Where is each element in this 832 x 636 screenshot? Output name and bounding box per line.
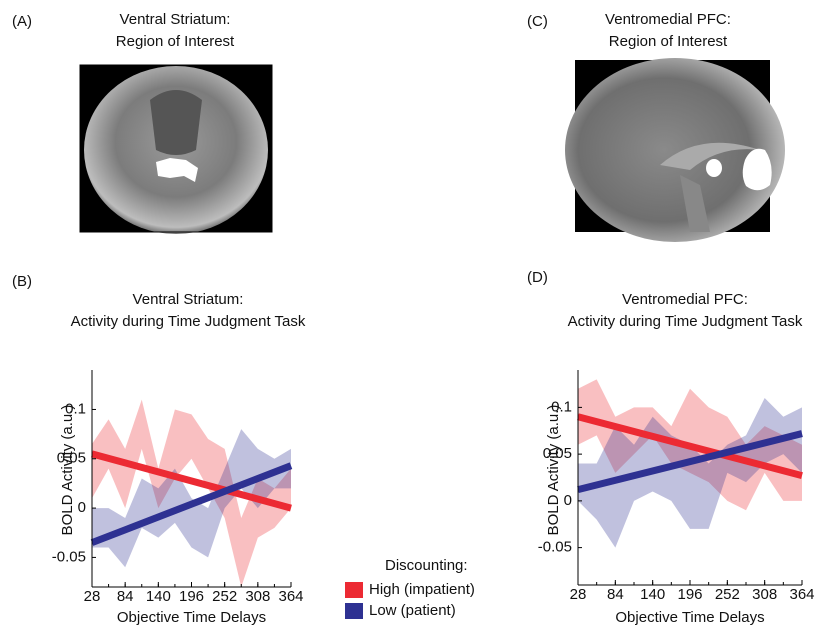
figure: (A) Ventral Striatum: Region of Interest… [0, 0, 832, 631]
y-axis-label: BOLD Activity (a.u.) [545, 405, 562, 536]
x-tick-label: 252 [715, 586, 740, 603]
y-tick-label: -0.05 [52, 548, 86, 565]
legend-label: Low (patient) [369, 602, 456, 619]
panel-label: (C) [527, 13, 548, 30]
legend-title: Discounting: [385, 557, 468, 574]
y-axis-label: BOLD Activity (a.u.) [59, 405, 76, 536]
legend-swatch [345, 582, 363, 598]
y-tick-label: 0 [78, 499, 86, 516]
x-tick-label: 28 [570, 586, 587, 603]
chart-title: Activity during Time Judgment Task [568, 313, 803, 330]
x-tick-label: 28 [84, 588, 101, 605]
x-tick-label: 308 [245, 588, 270, 605]
panel-title: Ventral Striatum: [120, 11, 231, 28]
x-tick-label: 196 [677, 586, 702, 603]
brain-image [80, 65, 272, 234]
x-tick-label: 196 [179, 588, 204, 605]
y-tick-label: 0 [564, 492, 572, 509]
panel-title: Region of Interest [609, 33, 728, 50]
x-tick-label: 308 [752, 586, 777, 603]
panel-label: (A) [12, 13, 32, 30]
x-tick-label: 252 [212, 588, 237, 605]
x-axis-label: Objective Time Delays [615, 609, 764, 626]
x-tick-label: 84 [117, 588, 134, 605]
panel-label: (D) [527, 269, 548, 286]
legend-swatch [345, 603, 363, 619]
panel-label: (B) [12, 273, 32, 290]
legend-label: High (impatient) [369, 581, 475, 598]
brain-image [565, 58, 785, 242]
x-tick-label: 364 [278, 588, 303, 605]
panel-title: Region of Interest [116, 33, 235, 50]
x-tick-label: 140 [640, 586, 665, 603]
x-tick-label: 84 [607, 586, 624, 603]
panel-title: Ventromedial PFC: [605, 11, 731, 28]
chart-title: Ventromedial PFC: [622, 291, 748, 308]
chart-title: Ventral Striatum: [133, 291, 244, 308]
chart-title: Activity during Time Judgment Task [71, 313, 306, 330]
x-axis-label: Objective Time Delays [117, 609, 266, 626]
y-tick-label: -0.05 [538, 539, 572, 556]
x-tick-label: 364 [789, 586, 814, 603]
x-tick-label: 140 [146, 588, 171, 605]
legend: Discounting: High (impatient) Low (patien… [345, 557, 475, 619]
